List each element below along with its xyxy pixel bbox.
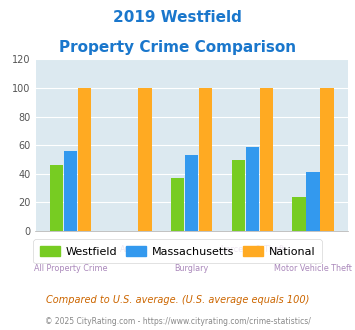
Legend: Westfield, Massachusetts, National: Westfield, Massachusetts, National	[33, 239, 322, 263]
Bar	[293, 197, 306, 231]
Bar	[320, 88, 334, 231]
Bar	[138, 88, 152, 231]
Bar	[246, 147, 259, 231]
Bar	[306, 172, 320, 231]
Bar	[64, 151, 77, 231]
Bar	[171, 178, 184, 231]
Bar	[78, 88, 91, 231]
Text: Property Crime Comparison: Property Crime Comparison	[59, 40, 296, 54]
Bar	[232, 159, 245, 231]
Text: © 2025 CityRating.com - https://www.cityrating.com/crime-statistics/: © 2025 CityRating.com - https://www.city…	[45, 317, 310, 326]
Text: 2019 Westfield: 2019 Westfield	[113, 10, 242, 25]
Bar	[185, 155, 198, 231]
Bar	[199, 88, 212, 231]
Text: All Property Crime: All Property Crime	[34, 264, 107, 273]
Bar	[260, 88, 273, 231]
Bar	[50, 165, 63, 231]
Text: Larceny & Theft: Larceny & Theft	[220, 245, 284, 254]
Text: Arson: Arson	[120, 245, 142, 254]
Text: Burglary: Burglary	[175, 264, 209, 273]
Text: Compared to U.S. average. (U.S. average equals 100): Compared to U.S. average. (U.S. average …	[46, 295, 309, 305]
Text: Motor Vehicle Theft: Motor Vehicle Theft	[274, 264, 352, 273]
